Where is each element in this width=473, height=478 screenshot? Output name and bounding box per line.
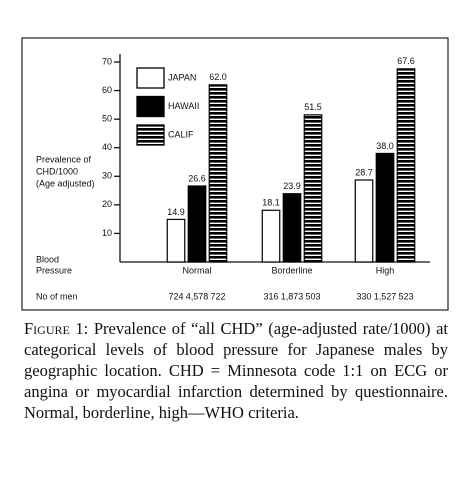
y-axis-label: (Age adjusted) bbox=[36, 178, 95, 188]
x-axis-label: Pressure bbox=[36, 265, 72, 275]
bar bbox=[208, 84, 228, 263]
y-tick-label: 30 bbox=[102, 171, 112, 181]
men-count: 330 bbox=[356, 291, 371, 301]
value-label: 67.6 bbox=[397, 56, 415, 66]
bar bbox=[303, 114, 323, 263]
men-count: 4,578 bbox=[186, 291, 209, 301]
y-tick-label: 10 bbox=[102, 228, 112, 238]
bar bbox=[166, 218, 186, 263]
x-tick-label: High bbox=[376, 265, 395, 275]
value-label: 14.9 bbox=[167, 207, 185, 217]
x-axis-label: Blood bbox=[36, 254, 59, 264]
legend-swatch bbox=[136, 67, 165, 89]
y-axis-label: Prevalence of bbox=[36, 154, 92, 164]
bar bbox=[261, 209, 281, 263]
bar bbox=[187, 185, 207, 263]
y-tick-label: 50 bbox=[102, 114, 112, 124]
chart: 10 20 30 40 50 60 70 Prevalence of CHD/1000 (Age … bbox=[21, 37, 449, 311]
legend-swatch bbox=[136, 124, 165, 146]
value-label: 38.0 bbox=[376, 141, 394, 151]
men-count: 316 bbox=[263, 291, 278, 301]
men-count: 1,873 bbox=[281, 291, 304, 301]
y-tick-label: 70 bbox=[102, 56, 112, 66]
bar bbox=[396, 68, 416, 263]
legend-label: HAWAII bbox=[168, 101, 199, 111]
bar bbox=[375, 152, 395, 263]
bar bbox=[354, 179, 374, 263]
x-tick-label: Borderline bbox=[271, 265, 312, 275]
y-axis-label: CHD/1000 bbox=[36, 166, 78, 176]
men-label: No of men bbox=[36, 291, 78, 301]
men-count: 724 bbox=[168, 291, 183, 301]
value-label: 18.1 bbox=[262, 198, 280, 208]
x-tick-label: Normal bbox=[182, 265, 211, 275]
value-label: 26.6 bbox=[188, 173, 206, 183]
y-tick-label: 40 bbox=[102, 142, 112, 152]
value-label: 62.0 bbox=[209, 72, 227, 82]
caption-label: Figure 1: bbox=[24, 319, 89, 338]
men-count: 503 bbox=[305, 291, 320, 301]
men-count: 722 bbox=[210, 291, 225, 301]
legend-label: JAPAN bbox=[168, 72, 196, 82]
men-count: 523 bbox=[398, 291, 413, 301]
caption-text: Prevalence of “all CHD” (age-adjusted ra… bbox=[24, 319, 448, 422]
bar bbox=[282, 193, 302, 263]
y-tick-label: 60 bbox=[102, 85, 112, 95]
frame bbox=[21, 37, 449, 311]
legend-label: CALIF bbox=[168, 129, 194, 139]
value-label: 28.7 bbox=[355, 167, 373, 177]
men-count: 1,527 bbox=[374, 291, 397, 301]
legend-swatch bbox=[136, 95, 165, 118]
y-tick-label: 20 bbox=[102, 199, 112, 209]
value-label: 23.9 bbox=[283, 181, 301, 191]
value-label: 51.5 bbox=[304, 102, 322, 112]
caption: Figure 1: Prevalence of “all CHD” (age-a… bbox=[24, 318, 448, 423]
